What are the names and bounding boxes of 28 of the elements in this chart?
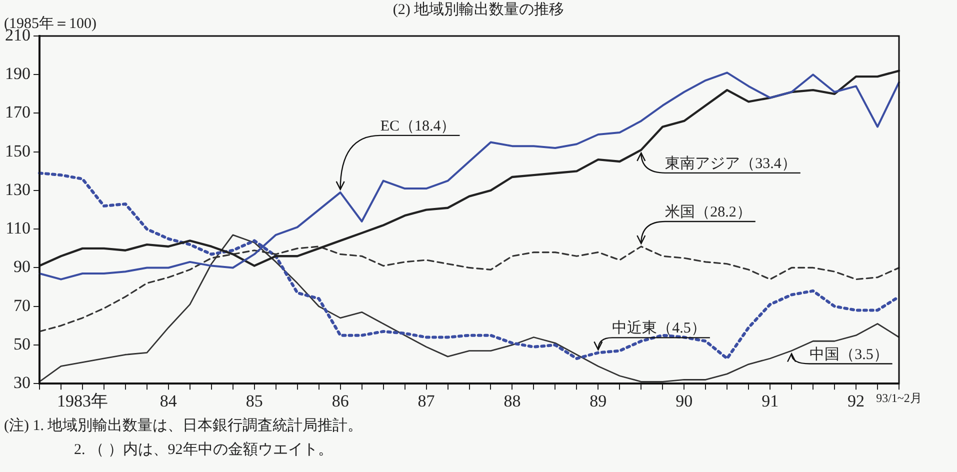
text: 2. （ ）内は、92年中の金額ウエイト。 (73, 440, 334, 460)
y-tick-label: 150 (5, 141, 30, 160)
x-tick-label: 91 (762, 391, 779, 410)
series-label: EC（18.4） (380, 118, 456, 134)
y-tick-label: 190 (5, 64, 30, 84)
y-tick-label: 170 (5, 102, 30, 122)
x-tick-label: 90 (676, 391, 693, 410)
y-tick-label: 70 (14, 296, 30, 315)
x-tick-label: 88 (504, 391, 521, 410)
y-tick-label: 130 (5, 180, 30, 199)
x-tick-label: 87 (418, 391, 436, 410)
x-tick-label: 93/1~2月 (876, 390, 922, 405)
y-tick-label: 50 (14, 334, 30, 354)
x-tick-label: 92 (848, 391, 865, 410)
x-tick-label: 85 (246, 391, 263, 410)
series-label: 中近東（4.5） (612, 320, 706, 337)
x-tick-label: 1983年 (56, 391, 108, 410)
y-tick-label: 90 (14, 257, 30, 276)
text: (注) 1. 地域別輸出数量は、日本銀行調査統計局推計。 (4, 416, 363, 436)
y-tick-label: 30 (14, 373, 30, 392)
text: 米国（28.2） (665, 203, 752, 220)
series-label: 東南アジア（33.4） (665, 154, 796, 172)
x-tick-label: 89 (590, 391, 607, 410)
x-tick-label: 84 (160, 391, 178, 410)
y-tick-label: 110 (6, 218, 30, 238)
series-label: 中国（3.5） (810, 346, 888, 363)
chart-title: (2) 地域別輸出数量の推移 (392, 2, 564, 18)
x-tick-label: 86 (332, 391, 349, 410)
